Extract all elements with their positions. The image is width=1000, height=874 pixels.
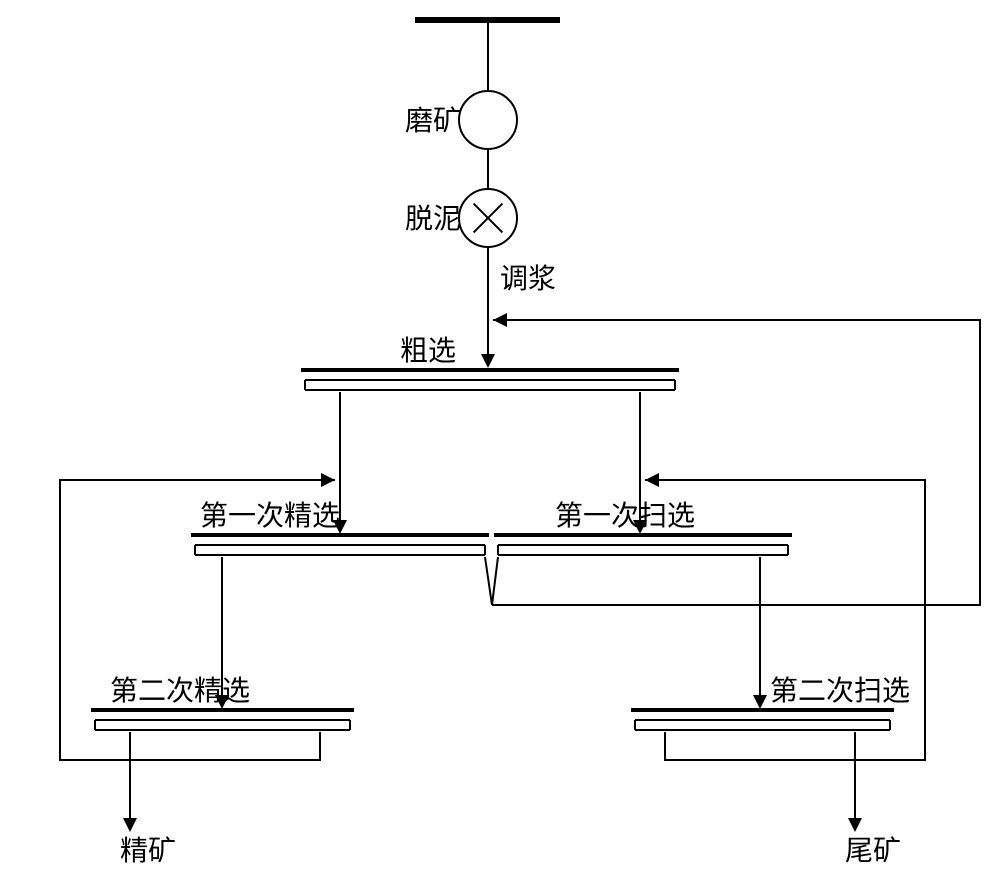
label-desliming: 脱泥 (405, 197, 461, 237)
middlings-funnel (485, 557, 498, 605)
label-conditioning: 调浆 (500, 257, 556, 297)
label-tailings: 尾矿 (845, 829, 901, 869)
label-grinding: 磨矿 (405, 99, 461, 139)
grinding-circle (459, 91, 517, 149)
label-concentrate: 精矿 (120, 829, 176, 869)
arrowhead (321, 473, 335, 487)
arrowhead (481, 354, 495, 368)
process-flow-diagram: 磨矿脱泥调浆粗选第一次精选 第一次扫选第二次精选 第二次扫选精矿 尾矿 (0, 0, 1000, 874)
arrowhead (493, 313, 507, 327)
label-cleaner1: 第一次精选 (200, 494, 340, 534)
label-scavenger1: 第一次扫选 (555, 494, 695, 534)
label-cleaner2: 第二次精选 (110, 669, 250, 709)
middlings-recycle (492, 320, 980, 605)
arrowhead (753, 695, 767, 709)
label-scavenger2: 第二次扫选 (770, 669, 910, 709)
arrowhead (645, 473, 659, 487)
label-rougher: 粗选 (400, 329, 456, 369)
